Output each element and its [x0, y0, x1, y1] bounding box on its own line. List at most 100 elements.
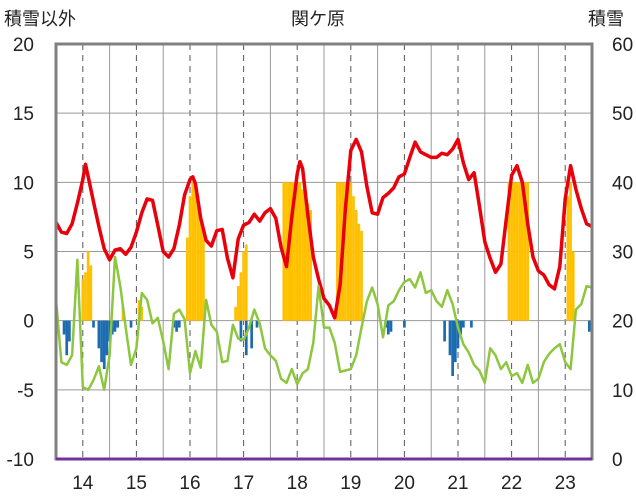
bar [140, 306, 144, 321]
series-line [54, 255, 593, 392]
bar [344, 182, 347, 321]
bar [360, 230, 363, 321]
bar [352, 196, 355, 321]
bar [191, 182, 195, 321]
right-tick-label: 20 [612, 312, 633, 333]
bar [202, 230, 205, 321]
bar [354, 210, 358, 321]
bar [571, 251, 575, 321]
left-tick-label: -5 [17, 381, 34, 402]
bar [523, 182, 527, 321]
x-tick-label: 14 [72, 473, 94, 494]
x-tick-label: 16 [179, 473, 200, 494]
left-tick-label: 10 [13, 173, 34, 194]
bar [510, 182, 513, 321]
bar [515, 182, 519, 321]
bar [175, 320, 178, 332]
right-tick-label: 30 [612, 243, 633, 264]
bar [177, 320, 181, 328]
bar [338, 182, 342, 321]
x-tick-label: 22 [501, 473, 522, 494]
right-tick-label: 40 [612, 173, 633, 194]
x-tick-label: 17 [233, 473, 254, 494]
bar [295, 182, 299, 321]
bar [236, 286, 240, 321]
bar [306, 203, 310, 321]
bar [507, 182, 511, 321]
series-line [54, 137, 593, 320]
bar [250, 320, 253, 349]
lines [54, 137, 593, 392]
bar [403, 320, 406, 328]
right-tick-label: 0 [612, 450, 623, 471]
left-tick-label: -10 [7, 450, 34, 471]
bar [100, 320, 103, 363]
bar [242, 251, 245, 321]
bar [84, 272, 87, 321]
bar [470, 320, 473, 328]
right-axis-label: 積雪 [588, 9, 624, 30]
bar [81, 279, 85, 321]
bar [453, 320, 457, 363]
bar [116, 320, 119, 328]
bar [298, 182, 302, 321]
bar [129, 320, 133, 328]
bar [255, 320, 259, 328]
bar [199, 223, 203, 321]
bar [239, 320, 243, 342]
bar [566, 196, 570, 321]
bar [293, 182, 296, 321]
bar [102, 320, 106, 370]
bar [456, 320, 460, 349]
bar [587, 320, 591, 332]
bar [448, 320, 452, 356]
right-tick-label: 10 [612, 381, 633, 402]
chart-title: 関ケ原 [291, 9, 345, 30]
bar [386, 320, 390, 335]
x-tick-label: 19 [340, 473, 361, 494]
bar [526, 182, 530, 321]
bar [462, 320, 465, 328]
bar [108, 320, 111, 342]
bar [62, 320, 66, 335]
bar [309, 210, 312, 321]
left-tick-label: 0 [23, 312, 34, 333]
bar [196, 196, 200, 321]
left-tick-label: 5 [23, 243, 34, 264]
bar [357, 223, 361, 321]
bar [68, 320, 71, 342]
bar [389, 320, 393, 332]
x-tick-label: 21 [447, 473, 468, 494]
bar [301, 189, 304, 321]
bar [89, 265, 93, 321]
bar [443, 320, 446, 342]
bar [512, 182, 516, 321]
bar [451, 320, 454, 376]
x-tick-label: 18 [287, 473, 308, 494]
bar [86, 251, 90, 321]
bar [239, 272, 243, 321]
bar [234, 306, 237, 321]
bar [194, 182, 197, 321]
bar [188, 196, 192, 321]
bar [65, 320, 69, 356]
bar [244, 320, 248, 356]
bar [244, 244, 248, 321]
left-tick-label: 15 [13, 104, 34, 125]
x-tick-label: 23 [555, 473, 576, 494]
left-axis-label: 積雪以外 [4, 9, 76, 30]
bar [290, 182, 294, 321]
bar [336, 182, 339, 321]
bar [185, 237, 189, 321]
bar [520, 182, 524, 321]
bar [346, 182, 350, 321]
right-tick-label: 50 [612, 104, 633, 125]
bar [97, 320, 101, 349]
bar [92, 320, 95, 328]
bar [518, 182, 521, 321]
bar [105, 320, 109, 356]
bar [349, 182, 353, 321]
left-tick-label: 20 [13, 35, 34, 56]
